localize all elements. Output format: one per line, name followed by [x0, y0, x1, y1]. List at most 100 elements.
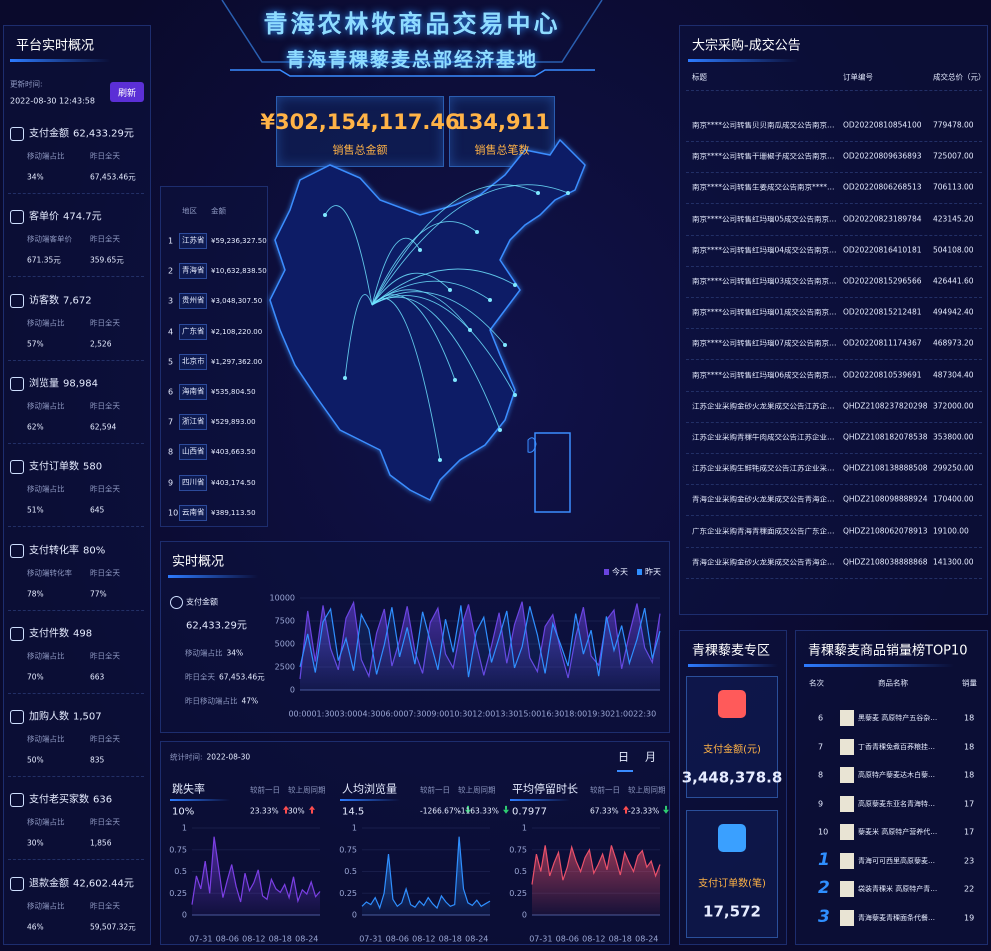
metric-separator: [8, 692, 144, 694]
refresh-button[interactable]: 刷新: [110, 82, 144, 102]
top-rank: 9: [818, 798, 824, 808]
row-separator: [686, 141, 982, 142]
header-subtitle: 青海青稞藜麦总部经济基地: [285, 49, 539, 72]
x-tick-label: 03:00: [334, 710, 357, 719]
flow-arc: [371, 296, 501, 431]
metric-sub-value: 67,453.46元: [90, 172, 136, 182]
metric-label: 支付金额: [29, 128, 69, 140]
top10-panel: [795, 630, 988, 945]
metric-label: 支付转化率: [29, 544, 79, 556]
metric-separator: [8, 359, 144, 361]
period-tab[interactable]: 日: [618, 750, 629, 764]
overview-panel: [3, 25, 151, 945]
metric-label: 加购人数: [29, 711, 69, 723]
rank-amount: ¥403,174.50: [211, 478, 256, 487]
trend-arrow: [502, 805, 509, 814]
metric-sub-value: 57%: [27, 339, 44, 349]
kpi-label: 销售总金额: [332, 143, 388, 157]
metric-sub-value: 359.65元: [90, 255, 124, 265]
area: [300, 605, 660, 690]
x-tick-label: 22:30: [633, 710, 656, 719]
metric-value: 98,984: [63, 378, 98, 390]
x-tick-label: 07-31: [359, 935, 382, 944]
metric-sub-value: 1,856: [90, 839, 112, 849]
flow-arc: [371, 272, 451, 306]
arrow-stem: [665, 805, 668, 810]
region-box: [179, 323, 207, 340]
rank-number: 10: [168, 508, 179, 518]
period-tab[interactable]: 月: [645, 750, 656, 764]
announce-order: OD20220823189784: [843, 214, 922, 224]
y-tick-label: 0.75: [509, 845, 527, 854]
announce-price: 426441.60: [933, 276, 974, 286]
row-value: 67,453.46元: [219, 672, 265, 682]
flow-dot: [453, 378, 457, 382]
x-tick-label: 16:30: [541, 710, 564, 719]
announce-price: 353800.00: [933, 432, 974, 442]
line: [531, 844, 661, 885]
flow-dot: [498, 428, 502, 432]
compare-value: -1266.67%: [420, 806, 461, 816]
row-separator: [686, 203, 982, 205]
trend-arrow: [663, 805, 670, 814]
y-tick-label: 0.25: [339, 889, 357, 898]
metric-sub-value: 34%: [27, 172, 44, 182]
announce-title: 广东企业采购青海青稞面成交公告广东企业采...: [692, 527, 837, 536]
refresh-label: 刷新: [117, 88, 136, 99]
metric-head: 支付老买家数 636: [29, 795, 112, 807]
product-thumb: [840, 767, 854, 783]
flow-arc: [371, 237, 421, 306]
flow-dot: [343, 376, 347, 380]
region-box: [179, 504, 207, 521]
arrow-stem: [284, 809, 287, 814]
x-tick-label: 08-12: [412, 935, 435, 944]
compare-row: 30%: [288, 805, 315, 817]
line: [299, 605, 661, 678]
announce-price: 706113.00: [933, 183, 974, 193]
compare-value: 23.33%: [250, 806, 279, 816]
metric-value: 1,507: [73, 711, 102, 723]
metric-sub-value: 645: [90, 505, 105, 515]
x-tick-label: 15:00: [518, 710, 541, 719]
metric-label: 支付老买家数: [29, 794, 89, 806]
product-thumb: [840, 738, 854, 755]
product-thumb: [840, 710, 854, 726]
announce-title: 南京****公司转售红玛瑙06成交公告南京****公...: [692, 371, 837, 380]
rank-region: 青海省: [182, 265, 205, 275]
top-rank: 2: [818, 878, 830, 899]
legend-label: 今天: [612, 567, 628, 577]
announce-order: OD20220810854100: [843, 120, 922, 130]
kpi-value: 134,911: [454, 109, 550, 134]
announce-title: 江苏企业采购金砂火龙果成交公告江苏企业采...: [692, 402, 837, 411]
row-separator: [686, 515, 982, 517]
kpi-value: ¥302,154,117.46: [260, 109, 460, 134]
card-value: 3,448,378.8: [681, 768, 783, 787]
product-name: 藜麦米 高原特产营养代餐...: [858, 827, 938, 836]
metric-icon: [10, 876, 24, 891]
rank-amount: ¥1,297,362.00: [211, 357, 263, 366]
metric-sub-label: 移动端占比: [27, 734, 65, 744]
panel-title: 大宗采购-成交公告: [692, 38, 801, 54]
rank-amount: ¥535,804.50: [211, 387, 256, 396]
announce-price: 372000.00: [933, 401, 974, 411]
card-value: 17,572: [703, 902, 761, 921]
row-separator: [686, 234, 982, 236]
map-flows: [323, 184, 570, 462]
product-name: 青海可可西里高原藜麦营养...: [858, 856, 938, 865]
realtime-row: 移动端占比 34%: [185, 649, 243, 659]
top-rank: 1: [818, 849, 830, 870]
row-separator: [686, 297, 982, 298]
panel-title: 平台实时概况: [16, 38, 95, 54]
announce-price: 299250.00: [933, 463, 974, 473]
arrow-head: [308, 805, 315, 810]
y-tick-label: 0.25: [169, 889, 187, 898]
rank-number: 8: [168, 447, 174, 457]
rank-number: 6: [168, 387, 174, 397]
row-separator: [686, 453, 982, 454]
rank-amount: ¥403,663.50: [211, 448, 256, 457]
region-box: [179, 384, 207, 400]
x-tick-label: 09:00: [426, 710, 449, 719]
legend-swatch: [637, 569, 642, 575]
announce-order: OD20220806268513: [843, 183, 922, 193]
